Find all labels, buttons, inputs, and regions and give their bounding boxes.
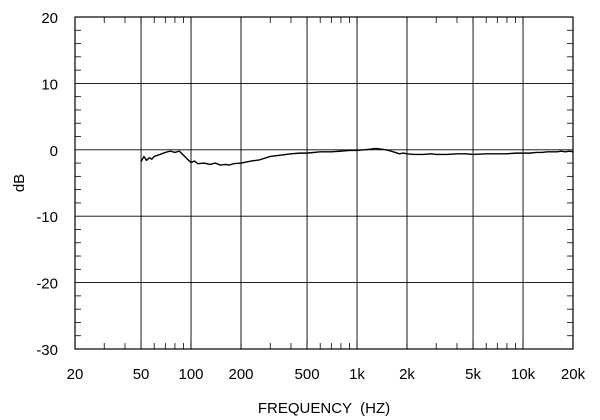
y-tick-label: 0 [50, 143, 58, 160]
minor-tick-layer [75, 17, 573, 349]
x-tick-label: 1k [349, 366, 365, 383]
x-tick-label: 20 [67, 366, 84, 383]
y-tick-label: -30 [36, 342, 58, 359]
y-tick-label: 10 [41, 76, 58, 93]
y-tick-labels: 20 10 0 -10 -20 -30 [36, 10, 58, 359]
plot-frame [74, 16, 574, 350]
x-tick-label: 100 [179, 366, 204, 383]
x-tick-labels: 20 50 100 200 500 1k 2k 5k 10k 20k [67, 366, 586, 383]
x-tick-label: 2k [399, 366, 415, 383]
y-tick-label: -10 [36, 209, 58, 226]
x-tick-label: 500 [295, 366, 320, 383]
gridline-layer [75, 17, 573, 349]
x-tick-label: 10k [511, 366, 536, 383]
y-tick-label: -20 [36, 276, 58, 293]
x-tick-label: 20k [561, 366, 586, 383]
y-tick-label: 20 [41, 10, 58, 27]
x-tick-label: 5k [465, 366, 481, 383]
response-curve [140, 147, 574, 166]
x-tick-label: 200 [228, 366, 253, 383]
x-axis-title: FREQUENCY (HZ) [258, 400, 390, 417]
x-tick-label: 50 [133, 366, 150, 383]
y-axis-title: dB [11, 174, 28, 192]
